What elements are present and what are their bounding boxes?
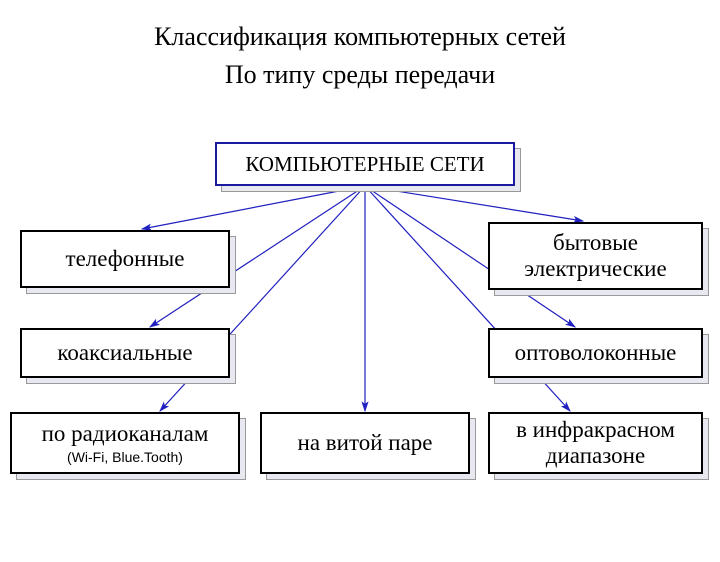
node-label: оптоволоконные bbox=[515, 340, 677, 366]
node-label-line1: в инфракрасном bbox=[516, 417, 675, 443]
root-label: КОМПЬЮТЕРНЫЕ СЕТИ bbox=[245, 152, 484, 176]
node-coaxial: коаксиальные bbox=[20, 328, 230, 378]
root-node: КОМПЬЮТЕРНЫЕ СЕТИ bbox=[215, 142, 515, 186]
node-label: коаксиальные bbox=[57, 340, 192, 366]
node-label-line2: электрические bbox=[524, 256, 666, 282]
node-household: бытовые электрические bbox=[488, 222, 703, 290]
node-telephone: телефонные bbox=[20, 230, 230, 288]
diagram-title: Классификация компьютерных сетей bbox=[0, 22, 720, 52]
diagram-subtitle: По типу среды передачи bbox=[0, 60, 720, 90]
node-infrared: в инфракрасном диапазоне bbox=[488, 412, 703, 474]
node-label: на витой паре bbox=[298, 430, 433, 456]
node-label-line2: диапазоне bbox=[546, 443, 645, 469]
node-radio: по радиоканалам (Wi-Fi, Blue.Tooth) bbox=[10, 412, 240, 474]
node-label: телефонные bbox=[66, 246, 185, 272]
node-twisted: на витой паре bbox=[260, 412, 470, 474]
node-sublabel: (Wi-Fi, Blue.Tooth) bbox=[67, 449, 183, 465]
node-label-line1: бытовые bbox=[553, 230, 638, 256]
node-fiber: оптоволоконные bbox=[488, 328, 703, 378]
node-label: по радиоканалам bbox=[42, 421, 209, 447]
